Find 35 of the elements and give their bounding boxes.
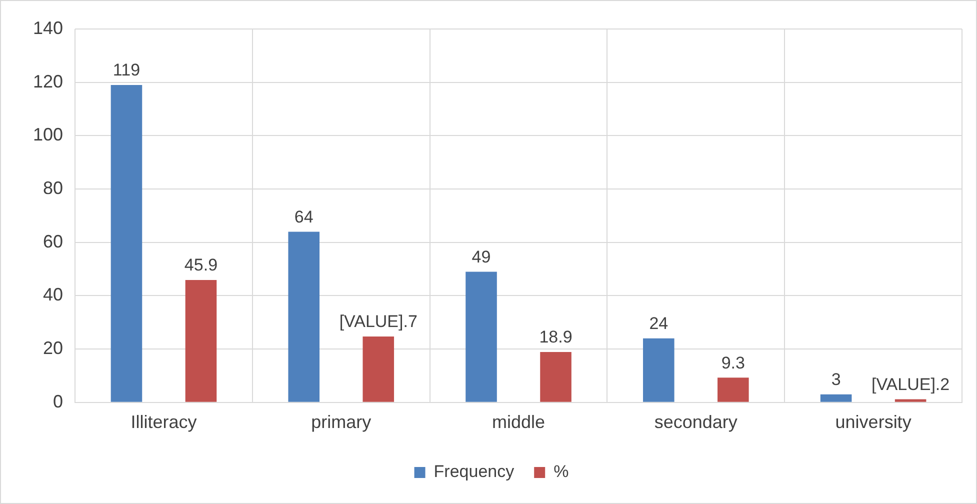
annotation: [VALUE].7 bbox=[339, 312, 418, 332]
bar bbox=[466, 272, 497, 402]
annotation: [VALUE].2 bbox=[871, 374, 950, 394]
y-tick-label: 60 bbox=[43, 231, 64, 252]
y-tick-label: 40 bbox=[43, 284, 64, 305]
x-tick-label: university bbox=[835, 412, 912, 432]
x-tick-label: middle bbox=[492, 412, 546, 432]
data-label: 45.9 bbox=[184, 256, 218, 275]
bar bbox=[185, 280, 217, 402]
bar bbox=[110, 85, 142, 402]
x-tick-label: Illiteracy bbox=[130, 412, 197, 432]
x-tick-label: primary bbox=[311, 412, 372, 432]
legend-label: % bbox=[554, 462, 569, 482]
bar bbox=[643, 338, 674, 402]
data-label: 18.9 bbox=[539, 328, 572, 347]
data-label: 64 bbox=[294, 207, 314, 226]
y-tick-label: 20 bbox=[43, 338, 64, 358]
y-tick-label: 140 bbox=[32, 18, 64, 38]
data-label: 49 bbox=[472, 247, 491, 266]
bar bbox=[540, 352, 572, 402]
bar bbox=[718, 378, 749, 402]
legend-label: Frequency bbox=[434, 462, 515, 482]
y-tick-label: 120 bbox=[32, 71, 64, 92]
y-tick-label: 80 bbox=[43, 178, 64, 198]
bar bbox=[362, 336, 394, 402]
y-tick-label: 100 bbox=[32, 124, 64, 145]
data-label: 9.3 bbox=[721, 353, 745, 372]
data-label: 119 bbox=[112, 60, 140, 80]
data-label: 24 bbox=[649, 314, 668, 334]
data-label: 3 bbox=[831, 370, 841, 390]
bar bbox=[288, 232, 320, 402]
bar bbox=[894, 399, 926, 402]
x-tick-label: secondary bbox=[654, 412, 738, 432]
bar bbox=[820, 394, 852, 402]
y-tick-label: 0 bbox=[53, 391, 64, 412]
